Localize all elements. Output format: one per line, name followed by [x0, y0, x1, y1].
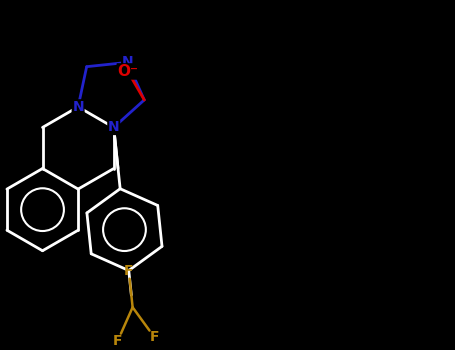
Text: F: F — [150, 330, 159, 344]
Text: N: N — [122, 55, 133, 69]
Text: F: F — [113, 334, 122, 348]
Text: F: F — [124, 264, 133, 278]
Text: N: N — [72, 100, 84, 114]
Text: N: N — [108, 120, 120, 134]
Text: O⁻: O⁻ — [117, 64, 138, 79]
